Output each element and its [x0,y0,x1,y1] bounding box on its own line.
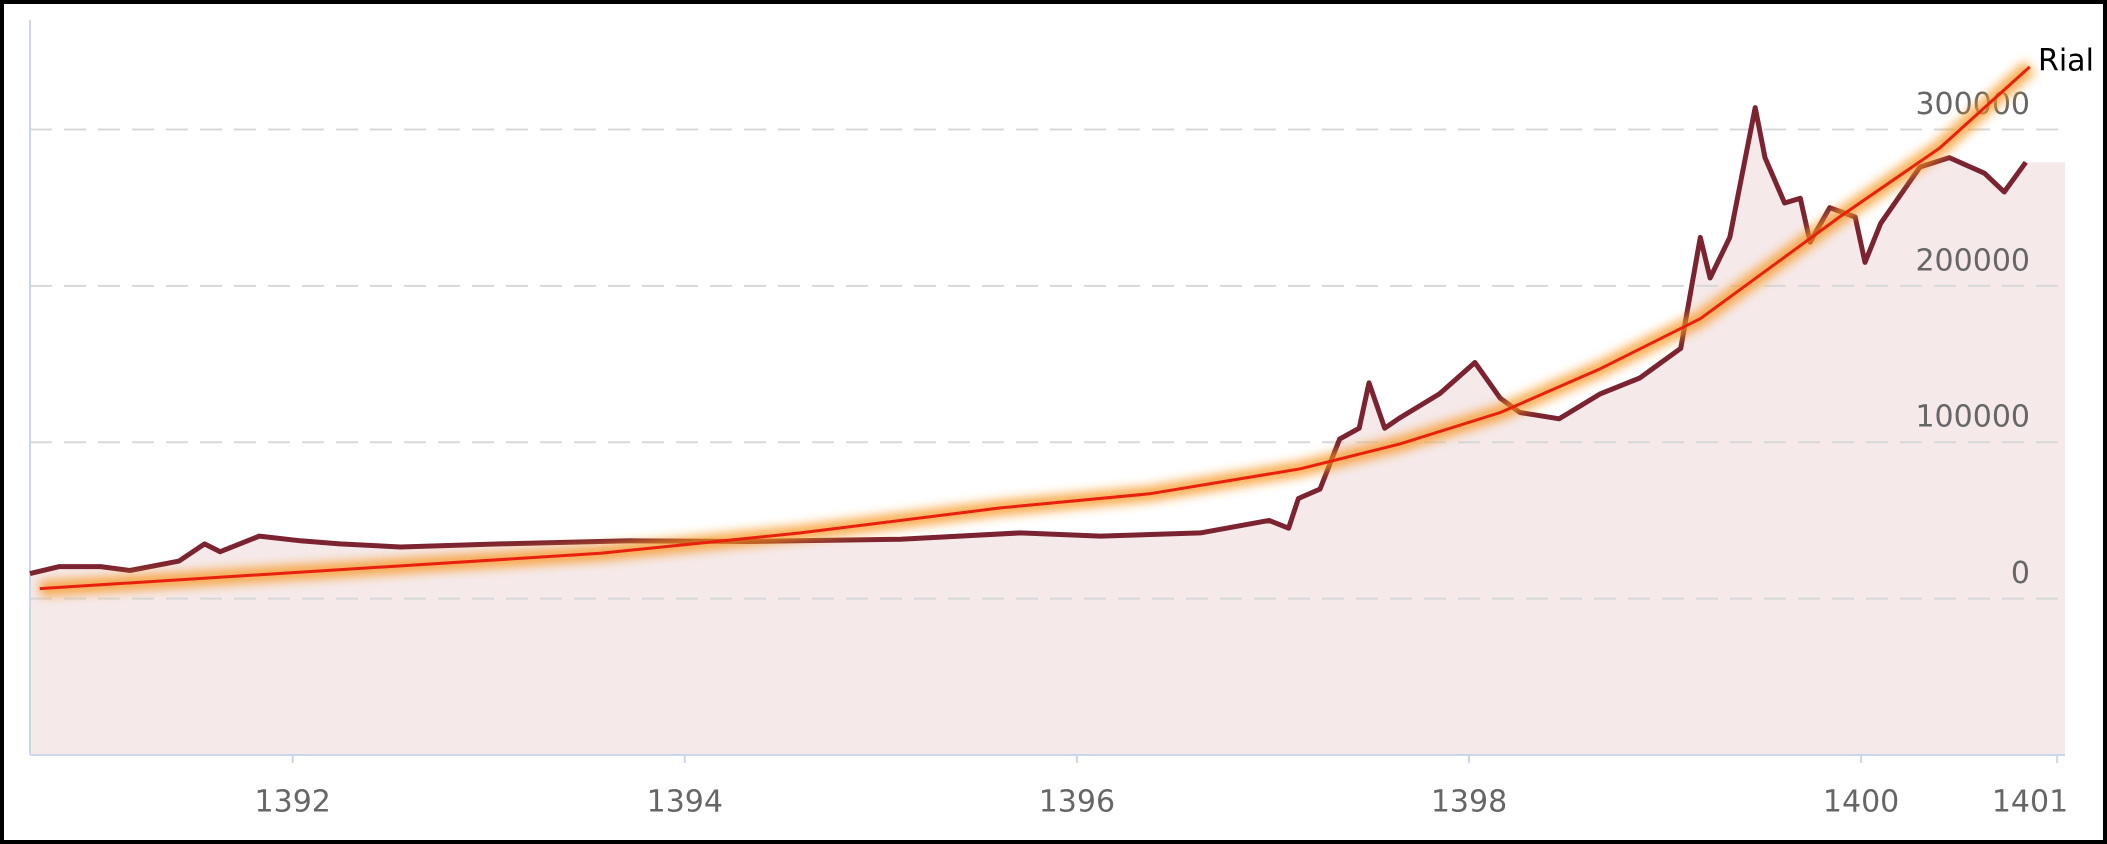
area [30,107,2065,756]
y-tick-label: 100000 [1915,400,2030,435]
x-tick-label: 1396 [1039,785,1115,820]
x-tick-label: 1401 [1992,785,2068,820]
x-tick-label: 1394 [647,785,723,820]
x-tick-label: 1392 [255,785,331,820]
y-tick-label: 200000 [1915,243,2030,278]
x-tick-label: 1398 [1431,785,1507,820]
x-tick-label: 1400 [1823,785,1899,820]
y-tick-label: 0 [2011,556,2030,591]
y-unit-label: Rial [2038,44,2094,79]
trend-line [39,65,2031,591]
